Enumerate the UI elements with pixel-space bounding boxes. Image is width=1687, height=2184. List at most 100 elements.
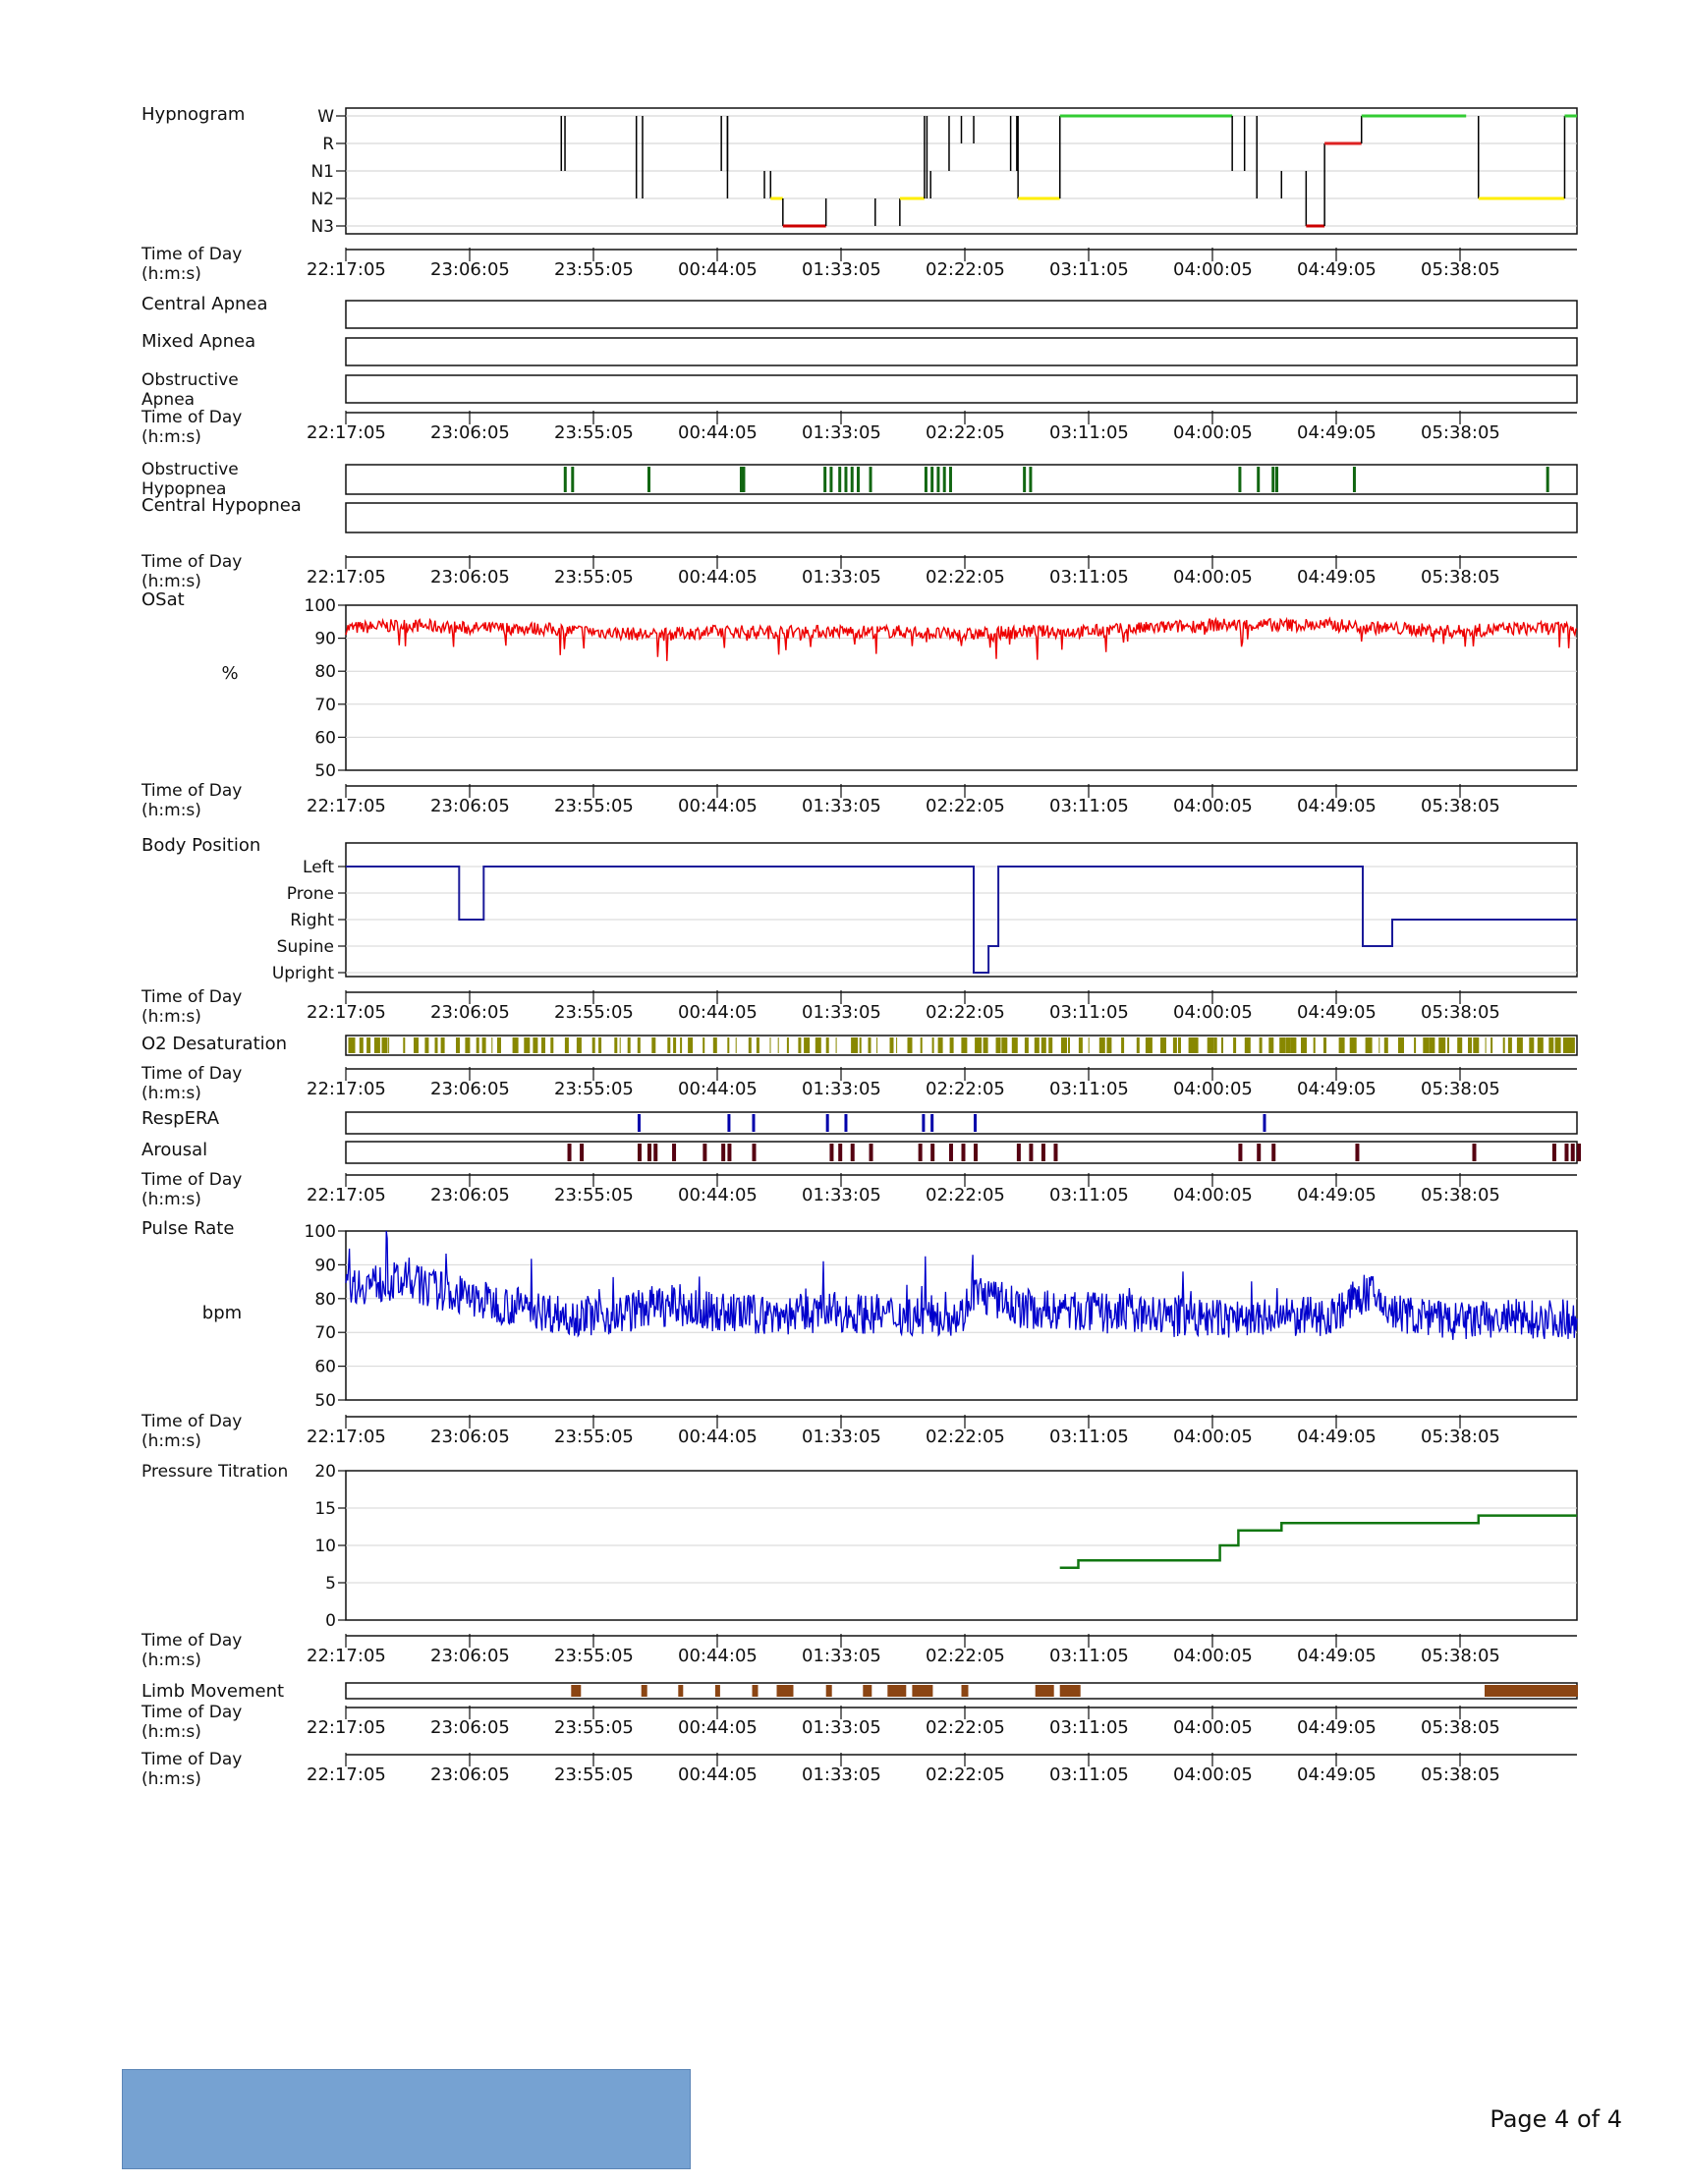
time-tick-label: 22:17:05 xyxy=(307,1646,386,1666)
obstructive-hypopnea-event xyxy=(930,467,934,492)
central-apnea-title: Central Apnea xyxy=(141,294,268,314)
time-axis-8-label-unit: (h:m:s) xyxy=(141,1431,201,1451)
o2-desaturation-event xyxy=(896,1037,898,1053)
o2-desaturation-event xyxy=(735,1037,737,1053)
o2-desaturation-event xyxy=(1414,1037,1417,1053)
o2-desaturation-event xyxy=(456,1037,460,1053)
time-tick-label: 04:00:05 xyxy=(1173,796,1253,816)
time-axis-5-label-unit: (h:m:s) xyxy=(141,1007,201,1027)
resp-era-event xyxy=(637,1114,641,1132)
o2-desaturation-event xyxy=(1383,1037,1388,1053)
time-axis-9-label-unit: (h:m:s) xyxy=(141,1651,201,1670)
limb-movement-event xyxy=(825,1685,832,1697)
time-tick-label: 00:44:05 xyxy=(678,422,758,443)
hypnogram-title: Hypnogram xyxy=(141,104,245,125)
o2-desaturation-event xyxy=(1106,1037,1112,1053)
time-tick-label: 01:33:05 xyxy=(802,1717,881,1738)
osat-tick-label: 70 xyxy=(314,696,336,715)
o2-desaturation-event xyxy=(1378,1037,1380,1053)
o2-desaturation-event xyxy=(1233,1037,1237,1053)
arousal-event xyxy=(1570,1144,1575,1161)
time-tick-label: 02:22:05 xyxy=(926,567,1005,588)
time-axis-6-label: Time of Day xyxy=(141,1064,242,1084)
resp-era-event xyxy=(752,1114,756,1132)
hypnogram-tick-label: N1 xyxy=(310,162,334,182)
body-position-series xyxy=(346,866,1577,974)
o2-desaturation-event xyxy=(1001,1037,1008,1053)
o2-desaturation-event xyxy=(598,1037,602,1053)
o2-desaturation-event xyxy=(619,1037,621,1053)
o2-desaturation-event xyxy=(876,1037,878,1053)
time-tick-label: 02:22:05 xyxy=(926,1427,1005,1447)
o2-desaturation-event xyxy=(1221,1037,1223,1053)
o2-desaturation-event xyxy=(541,1037,545,1053)
time-axis-3-label-unit: (h:m:s) xyxy=(141,572,201,591)
obstructive-hypopnea-event xyxy=(936,467,940,492)
o2-desaturation-event xyxy=(1178,1037,1181,1053)
time-tick-label: 03:11:05 xyxy=(1049,259,1129,280)
o2-desaturation-event xyxy=(1098,1037,1105,1053)
obstructive-hypopnea-event xyxy=(844,467,848,492)
limb-movement-event xyxy=(1485,1685,1578,1697)
time-tick-label: 22:17:05 xyxy=(307,259,386,280)
time-tick-label: 02:22:05 xyxy=(926,1079,1005,1099)
obstructive-hypopnea-event xyxy=(571,467,575,492)
body-position-tick-label: Right xyxy=(290,911,334,930)
pulse-rate-frame xyxy=(345,1230,1578,1401)
obstructive-hypopnea-event xyxy=(838,467,842,492)
o2-desaturation-event xyxy=(1078,1037,1083,1053)
o2-desaturation-event xyxy=(465,1037,471,1053)
time-axis-11-label-unit: (h:m:s) xyxy=(141,1769,201,1789)
time-tick-label: 00:44:05 xyxy=(678,1427,758,1447)
arousal-event xyxy=(1016,1144,1021,1161)
o2-desaturation-event xyxy=(524,1037,531,1053)
osat-series xyxy=(345,616,1578,661)
body-position-title: Body Position xyxy=(141,835,260,856)
pressure-titration-tick-label: 10 xyxy=(314,1537,336,1556)
obstructive-apnea-title-2: Apnea xyxy=(141,390,195,410)
time-tick-label: 05:38:05 xyxy=(1421,796,1500,816)
footer-box xyxy=(122,2069,691,2169)
time-axis-2-label-unit: (h:m:s) xyxy=(141,427,201,447)
time-axis-3-label: Time of Day xyxy=(141,552,242,572)
o2-desaturation-event xyxy=(1457,1037,1463,1053)
resp-era-event xyxy=(922,1114,926,1132)
o2-desaturation-event xyxy=(825,1037,829,1053)
time-tick-label: 23:55:05 xyxy=(554,1185,634,1205)
obstructive-hypopnea-event xyxy=(856,467,860,492)
limb-movement-event xyxy=(641,1685,647,1697)
limb-movement-event xyxy=(776,1685,794,1697)
arousal-event xyxy=(869,1144,873,1161)
resp-era-event xyxy=(844,1114,848,1132)
o2-desaturation-event xyxy=(388,1037,390,1053)
time-tick-label: 01:33:05 xyxy=(802,1185,881,1205)
time-tick-label: 03:11:05 xyxy=(1049,1185,1129,1205)
o2-desaturation-event xyxy=(1061,1037,1067,1053)
o2-desaturation-event xyxy=(1160,1037,1166,1053)
time-axis-4-label-unit: (h:m:s) xyxy=(141,801,201,820)
pressure-titration-tick-label: 20 xyxy=(314,1462,336,1482)
o2-desaturation-event xyxy=(756,1037,759,1053)
pressure-titration-tick-label: 0 xyxy=(325,1611,336,1631)
o2-desaturation-event xyxy=(366,1037,371,1053)
o2-desaturation-event xyxy=(1193,1037,1199,1053)
o2-desaturation-event xyxy=(931,1037,934,1053)
time-tick-label: 01:33:05 xyxy=(802,259,881,280)
obstructive-hypopnea-event xyxy=(850,467,854,492)
arousal-event xyxy=(653,1144,658,1161)
arousal-event xyxy=(1472,1144,1477,1161)
o2-desaturation-event xyxy=(835,1037,837,1053)
o2-desaturation-event xyxy=(564,1037,569,1053)
osat-title: OSat xyxy=(141,589,185,610)
time-tick-label: 23:55:05 xyxy=(554,1079,634,1099)
time-tick-label: 01:33:05 xyxy=(802,1002,881,1023)
o2-desaturation-event xyxy=(651,1037,656,1053)
time-tick-label: 23:55:05 xyxy=(554,567,634,588)
o2-desaturation-event xyxy=(1529,1037,1535,1053)
arousal-event xyxy=(1040,1144,1045,1161)
time-tick-label: 05:38:05 xyxy=(1421,1002,1500,1023)
o2-desaturation-event xyxy=(937,1037,943,1053)
limb-movement-event xyxy=(571,1685,582,1697)
time-tick-label: 23:06:05 xyxy=(430,1764,510,1785)
time-tick-label: 04:00:05 xyxy=(1173,567,1253,588)
